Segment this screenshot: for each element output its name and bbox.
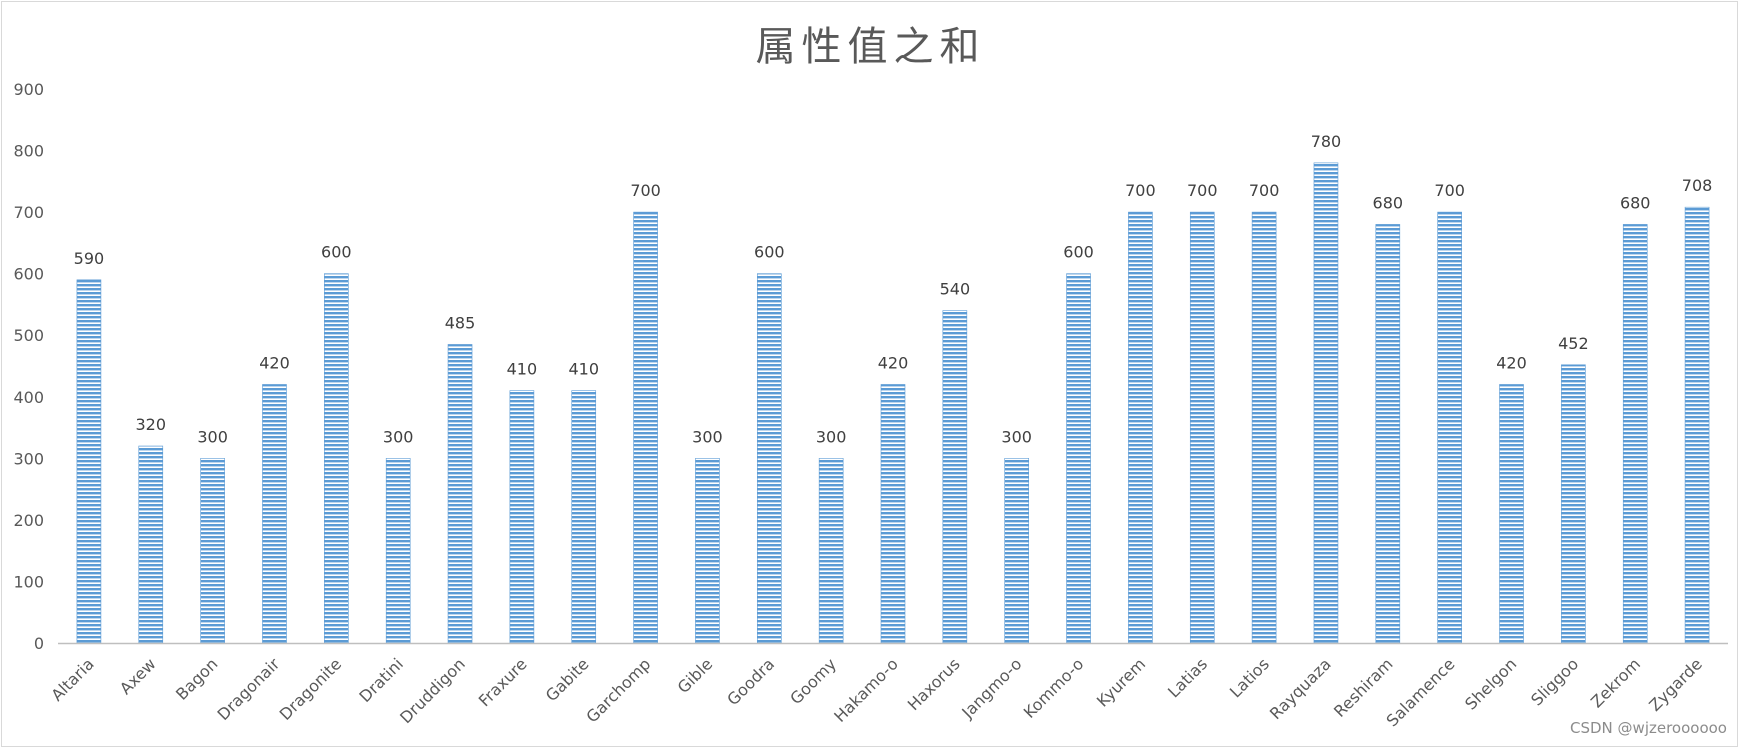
y-tick-label: 0 <box>34 634 44 653</box>
bar <box>695 458 720 644</box>
x-tick-label: Druddigon <box>396 654 469 727</box>
y-tick-label: 800 <box>13 142 44 161</box>
data-label: 700 <box>1434 181 1465 200</box>
x-tick-label: Shelgon <box>1461 654 1520 713</box>
data-label: 452 <box>1558 334 1589 353</box>
data-label: 780 <box>1311 132 1342 151</box>
data-label: 485 <box>445 313 476 332</box>
y-tick-label: 400 <box>13 388 44 407</box>
x-tick-label: Dragonite <box>276 654 346 724</box>
data-label: 680 <box>1373 193 1404 212</box>
bar <box>880 384 906 644</box>
data-label: 300 <box>383 427 414 446</box>
bar <box>1375 224 1401 644</box>
data-label: 420 <box>1496 353 1527 372</box>
x-tick-label: Hakamo-o <box>830 654 902 726</box>
y-tick-label: 300 <box>13 449 44 468</box>
x-tick-label: Gabite <box>542 654 593 705</box>
y-axis: 0 100 200 300 400 500 600 700 800 900 <box>13 80 44 653</box>
data-labels: 590 320 300 420 600 300 485 410 410 700 300 600 300 4… <box>74 132 1713 446</box>
data-label: 680 <box>1620 193 1651 212</box>
bar <box>756 273 782 644</box>
y-tick-label: 500 <box>13 326 44 345</box>
x-tick-label: Dragonair <box>214 654 284 724</box>
data-label: 600 <box>1063 243 1094 262</box>
bar <box>1561 364 1586 644</box>
bar <box>1004 458 1030 644</box>
data-label: 410 <box>568 360 599 379</box>
data-label: 700 <box>630 181 661 200</box>
data-label: 540 <box>940 280 971 299</box>
x-tick-label: Haxorus <box>904 654 964 714</box>
data-label: 420 <box>259 353 290 372</box>
x-tick-label: Reshiram <box>1330 654 1397 721</box>
bar <box>138 445 164 644</box>
y-tick-label: 600 <box>13 265 44 284</box>
bar <box>633 211 658 644</box>
x-tick-label: Kyurem <box>1093 654 1149 710</box>
bar <box>1622 224 1648 644</box>
x-tick-label: Rayquaza <box>1266 654 1335 723</box>
x-tick-label: Sliggoo <box>1527 654 1582 709</box>
bar <box>818 458 844 644</box>
bar <box>1499 384 1524 644</box>
data-label: 590 <box>74 249 105 268</box>
bar <box>509 390 535 644</box>
data-label: 300 <box>816 427 847 446</box>
x-tick-label: Fraxure <box>475 654 531 710</box>
y-tick-label: 200 <box>13 511 44 530</box>
data-label: 600 <box>321 243 352 262</box>
x-tick-label: Garchomp <box>582 654 654 726</box>
bar <box>1251 211 1277 644</box>
data-label: 700 <box>1125 181 1156 200</box>
bar <box>571 390 597 644</box>
bar <box>324 273 349 644</box>
bar <box>200 458 225 644</box>
data-label: 420 <box>878 353 909 372</box>
bar <box>76 279 102 644</box>
chart-title: 属性值之和 <box>755 24 986 70</box>
data-label: 300 <box>692 427 723 446</box>
x-tick-label: Zygarde <box>1645 654 1706 715</box>
x-tick-label: Zekrom <box>1587 654 1644 711</box>
x-tick-label: Goomy <box>786 654 840 708</box>
y-tick-label: 100 <box>13 572 44 591</box>
x-tick-label: Gible <box>674 654 717 697</box>
bar <box>1437 211 1462 644</box>
x-tick-label: Kommo-o <box>1020 654 1088 722</box>
data-label: 320 <box>136 415 167 434</box>
x-tick-label: Latios <box>1226 654 1273 701</box>
bar <box>262 384 287 644</box>
y-tick-label: 700 <box>13 203 44 222</box>
data-label: 708 <box>1682 176 1713 195</box>
data-label: 700 <box>1249 181 1280 200</box>
bar <box>385 458 411 644</box>
bar <box>1128 211 1153 644</box>
watermark: CSDN @wjzeroooooo <box>1570 719 1727 737</box>
x-tick-label: Bagon <box>172 654 221 703</box>
data-label: 300 <box>1001 427 1032 446</box>
bar <box>1066 273 1091 644</box>
x-tick-label: Latias <box>1164 654 1211 701</box>
data-label: 300 <box>197 427 228 446</box>
bar <box>1189 211 1215 644</box>
data-label: 600 <box>754 243 785 262</box>
x-tick-label: Dratini <box>355 654 407 706</box>
data-label: 700 <box>1187 181 1218 200</box>
bar <box>447 344 473 644</box>
x-tick-label: Jangmo-o <box>957 654 1025 722</box>
x-tick-label: Altaria <box>47 654 97 704</box>
x-tick-label: Goodra <box>723 654 778 709</box>
bar <box>942 310 968 644</box>
data-label: 410 <box>507 360 538 379</box>
y-tick-label: 900 <box>13 80 44 99</box>
bar <box>1313 162 1339 644</box>
bar <box>1684 206 1710 644</box>
x-tick-label: Axew <box>116 654 160 698</box>
bars <box>76 162 1710 644</box>
